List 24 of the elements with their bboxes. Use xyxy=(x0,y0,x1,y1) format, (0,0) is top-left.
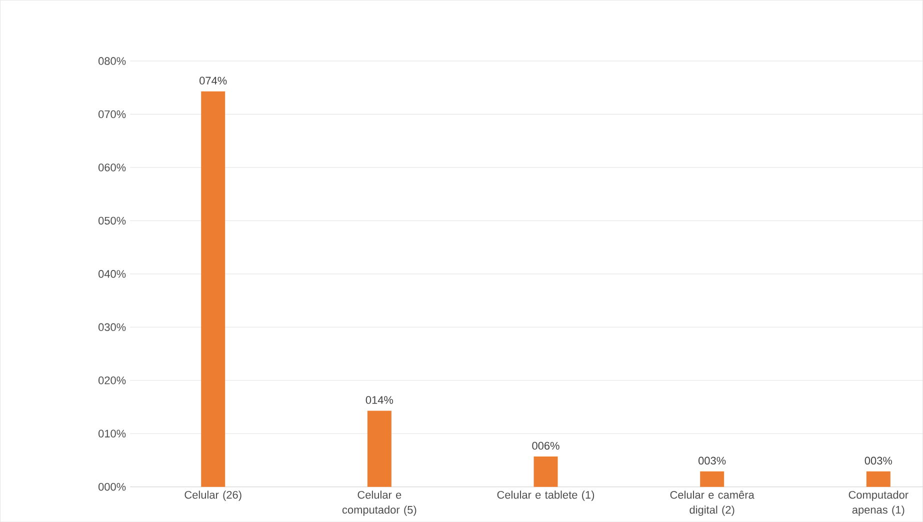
data-label: 014% xyxy=(366,396,394,404)
x-tick-label: Celular (26) xyxy=(184,490,242,501)
data-label: 074% xyxy=(200,76,227,84)
bar xyxy=(534,456,558,487)
y-tick-label: 080% xyxy=(98,57,126,65)
x-tick-label: Celular e tablete (1) xyxy=(497,490,594,501)
data-label: 003% xyxy=(698,456,726,464)
y-tick-label: 000% xyxy=(98,482,126,491)
bar xyxy=(866,471,890,487)
y-tick-label: 060% xyxy=(98,164,126,172)
y-tick-label: 030% xyxy=(98,323,126,331)
y-tick-label: 010% xyxy=(98,430,126,438)
data-label: 003% xyxy=(864,456,892,464)
y-tick-label: 050% xyxy=(98,216,126,225)
y-tick-label: 070% xyxy=(98,110,126,118)
x-tick-label: Celular e camêra digital (2) xyxy=(670,490,754,516)
bar xyxy=(201,91,226,487)
y-tick-label: 020% xyxy=(98,376,126,384)
bar xyxy=(700,471,724,487)
x-tick-label: Computador apenas (1) xyxy=(848,490,908,516)
y-tick-label: 040% xyxy=(98,270,126,278)
bar xyxy=(367,410,392,487)
data-label: 006% xyxy=(532,442,560,450)
x-tick-label: Celular e computador (5) xyxy=(342,490,416,516)
